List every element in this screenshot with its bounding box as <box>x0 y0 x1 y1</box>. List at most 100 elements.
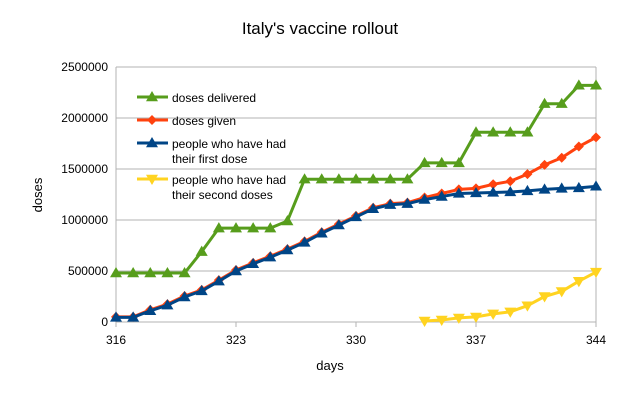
y-tick-label: 2000000 <box>61 111 108 125</box>
series-0 <box>110 79 602 278</box>
data-point <box>555 182 568 193</box>
data-point <box>110 267 122 278</box>
data-point <box>212 275 225 286</box>
data-point <box>350 173 362 184</box>
data-point <box>401 197 414 208</box>
data-point <box>298 173 311 184</box>
data-point <box>590 267 602 279</box>
data-point <box>539 159 550 170</box>
series-2 <box>110 180 602 322</box>
data-point <box>146 91 158 102</box>
data-point <box>195 284 208 296</box>
x-tick-label: 323 <box>226 333 246 347</box>
y-axis-label: doses <box>30 177 45 212</box>
x-tick-label: 344 <box>586 333 606 347</box>
y-tick-label: 0 <box>101 315 108 329</box>
data-point <box>573 141 584 152</box>
legend-label: people who have had <box>172 137 286 151</box>
data-point <box>144 304 157 315</box>
data-point <box>505 176 516 187</box>
data-point <box>538 97 551 108</box>
data-point <box>522 169 533 180</box>
data-point <box>350 210 362 222</box>
data-point <box>332 173 345 184</box>
data-point <box>264 222 277 233</box>
x-tick-label: 316 <box>106 333 126 347</box>
data-point <box>178 267 191 278</box>
data-point <box>384 198 397 209</box>
data-point <box>127 267 140 278</box>
data-point <box>144 267 157 278</box>
data-point <box>418 156 431 168</box>
data-point <box>504 185 517 197</box>
data-point <box>470 312 482 323</box>
data-point <box>212 222 225 233</box>
data-point <box>487 186 500 197</box>
data-point <box>384 173 397 184</box>
data-point <box>230 222 242 233</box>
x-tick-label: 330 <box>346 333 366 347</box>
data-point <box>555 97 568 108</box>
data-point <box>435 190 448 201</box>
data-point <box>572 79 585 90</box>
x-axis-label: days <box>316 358 344 373</box>
data-point <box>315 227 328 238</box>
data-point <box>315 173 328 184</box>
data-point <box>281 244 294 255</box>
data-point <box>435 315 448 326</box>
data-point <box>247 257 260 269</box>
data-point <box>110 311 122 322</box>
data-point <box>487 126 500 137</box>
legend-label: doses delivered <box>172 91 256 105</box>
y-tick-label: 1500000 <box>61 162 108 176</box>
data-point <box>470 126 482 137</box>
data-point <box>161 267 174 278</box>
data-point <box>127 311 140 322</box>
series-3 <box>418 267 602 327</box>
y-tick-label: 500000 <box>68 264 108 278</box>
legend: doses delivered doses given people who hav… <box>137 91 286 202</box>
data-point <box>332 219 345 230</box>
data-point <box>367 173 380 184</box>
data-point <box>590 79 602 90</box>
data-point <box>504 307 517 318</box>
data-point <box>146 174 158 185</box>
data-point <box>161 299 174 310</box>
data-point <box>418 193 431 204</box>
data-point <box>178 291 191 302</box>
data-point <box>488 179 499 190</box>
data-point <box>487 309 500 320</box>
data-point <box>504 126 517 137</box>
x-tick-label: 337 <box>466 333 486 347</box>
y-tick-label: 2500000 <box>61 60 108 74</box>
data-point <box>146 137 158 148</box>
data-point <box>147 115 157 125</box>
data-point <box>521 126 534 137</box>
legend-label-cont: their second doses <box>172 188 273 202</box>
data-point <box>521 184 534 196</box>
data-point <box>572 181 585 193</box>
data-point <box>555 287 568 298</box>
data-point <box>556 152 567 163</box>
data-point <box>521 301 534 312</box>
chart-title: Italy's vaccine rollout <box>242 19 399 38</box>
legend-label-cont: their first dose <box>172 152 248 166</box>
data-point <box>452 313 465 324</box>
data-point <box>418 316 431 327</box>
legend-label: doses given <box>172 114 236 128</box>
data-point <box>435 156 448 168</box>
legend-label: people who have had <box>172 173 286 187</box>
data-point <box>470 186 482 198</box>
data-point <box>538 183 551 194</box>
data-point <box>401 173 414 184</box>
data-point <box>230 265 242 276</box>
y-tick-label: 1000000 <box>61 213 108 227</box>
data-point <box>367 202 380 213</box>
data-point <box>452 156 465 168</box>
data-point <box>572 277 585 288</box>
data-point <box>264 251 277 262</box>
data-point <box>247 222 260 233</box>
data-point <box>590 180 602 191</box>
